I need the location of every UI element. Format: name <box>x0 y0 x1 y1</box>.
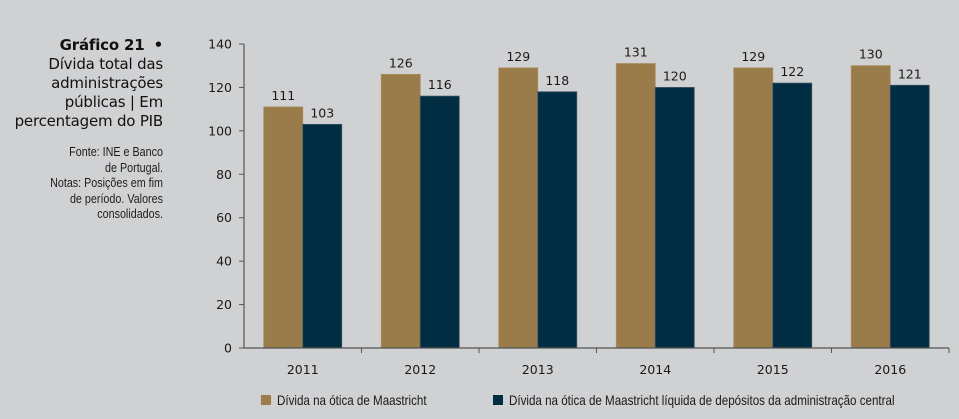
data-label-2013-series-2: 118 <box>545 73 569 88</box>
y-tick-label-40: 40 <box>216 254 232 269</box>
chart-title: Gráfico 21 • Dívida total das administra… <box>0 36 164 131</box>
legend-item-2: Dívida na ótica de Maastricht líquida de… <box>493 393 895 408</box>
bar-2013-series-2 <box>537 91 578 349</box>
y-tick-label-120: 120 <box>208 80 232 95</box>
bar-2014-series-2 <box>654 87 695 349</box>
data-label-2012-series-2: 116 <box>428 77 452 92</box>
x-tick-label-2016: 2016 <box>874 362 906 377</box>
y-tick-label-80: 80 <box>216 167 232 182</box>
legend-swatch-1 <box>261 395 271 405</box>
note-line: consolidados. <box>97 207 163 221</box>
data-label-2014-series-2: 120 <box>663 68 687 83</box>
note-line: de período. Valores <box>69 191 163 206</box>
bar-2014-series-1 <box>615 63 656 349</box>
bar-2015-series-1 <box>733 67 774 349</box>
figure-number: Gráfico 21 <box>59 36 145 54</box>
data-label-2016-series-1: 130 <box>859 47 883 62</box>
bar-2011-series-2 <box>302 123 343 349</box>
bar-2015-series-2 <box>772 82 813 349</box>
legend-item-1: Dívida na ótica de Maastricht <box>261 393 427 408</box>
legend-swatch-2 <box>493 395 503 405</box>
note-line: Notas: Posições em fim <box>50 176 163 190</box>
y-tick-label-60: 60 <box>216 210 232 225</box>
bar-2016-series-2 <box>889 84 930 349</box>
x-tick-label-2013: 2013 <box>522 362 554 377</box>
data-label-2015-series-2: 122 <box>780 64 804 79</box>
bars-group <box>263 63 930 349</box>
data-label-2012-series-1: 126 <box>389 55 413 70</box>
chart-notes: Fonte: INE e Banco de Portugal. Notas: P… <box>0 145 163 223</box>
title-line: percentagem do PIB <box>14 112 164 130</box>
y-tick-label-140: 140 <box>208 37 232 52</box>
title-line: Dívida total das <box>48 55 163 73</box>
legend: Dívida na ótica de Maastricht Dívida na ó… <box>261 393 895 408</box>
bar-2016-series-1 <box>850 65 891 349</box>
data-label-2015-series-1: 129 <box>741 49 765 64</box>
chart-caption: Gráfico 21 • Dívida total das administra… <box>0 36 164 223</box>
title-bullet: • <box>153 36 164 54</box>
legend-label-1: Dívida na ótica de Maastricht <box>277 393 427 408</box>
data-label-2014-series-1: 131 <box>624 45 648 60</box>
bar-2012-series-2 <box>419 95 460 349</box>
title-line: públicas | Em <box>64 93 163 111</box>
value-labels-group: 111 103 126 116 129 118 131 120 129 122 130 121 <box>271 45 921 121</box>
note-line: Fonte: INE e Banco <box>69 145 163 159</box>
bar-2012-series-1 <box>380 74 421 349</box>
y-tick-label-20: 20 <box>216 297 232 312</box>
data-label-2011-series-1: 111 <box>271 88 295 103</box>
legend-label-2: Dívida na ótica de Maastricht líquida de… <box>509 393 895 408</box>
note-line: de Portugal. <box>105 160 163 175</box>
y-tick-label-100: 100 <box>208 123 232 138</box>
data-label-2016-series-2: 121 <box>898 66 922 81</box>
y-tick-label-0: 0 <box>224 341 232 356</box>
x-tick-label-2012: 2012 <box>404 362 436 377</box>
axes-group: 2011 2012 2013 2014 2015 20160204060801001201… <box>208 37 950 377</box>
bar-2011-series-1 <box>263 106 304 349</box>
data-label-2013-series-1: 129 <box>506 49 530 64</box>
x-tick-label-2011: 2011 <box>287 362 319 377</box>
x-tick-label-2014: 2014 <box>639 362 671 377</box>
bar-2013-series-1 <box>498 67 539 349</box>
x-tick-label-2015: 2015 <box>757 362 789 377</box>
title-line: administrações <box>51 74 163 92</box>
data-label-2011-series-2: 103 <box>310 105 334 120</box>
